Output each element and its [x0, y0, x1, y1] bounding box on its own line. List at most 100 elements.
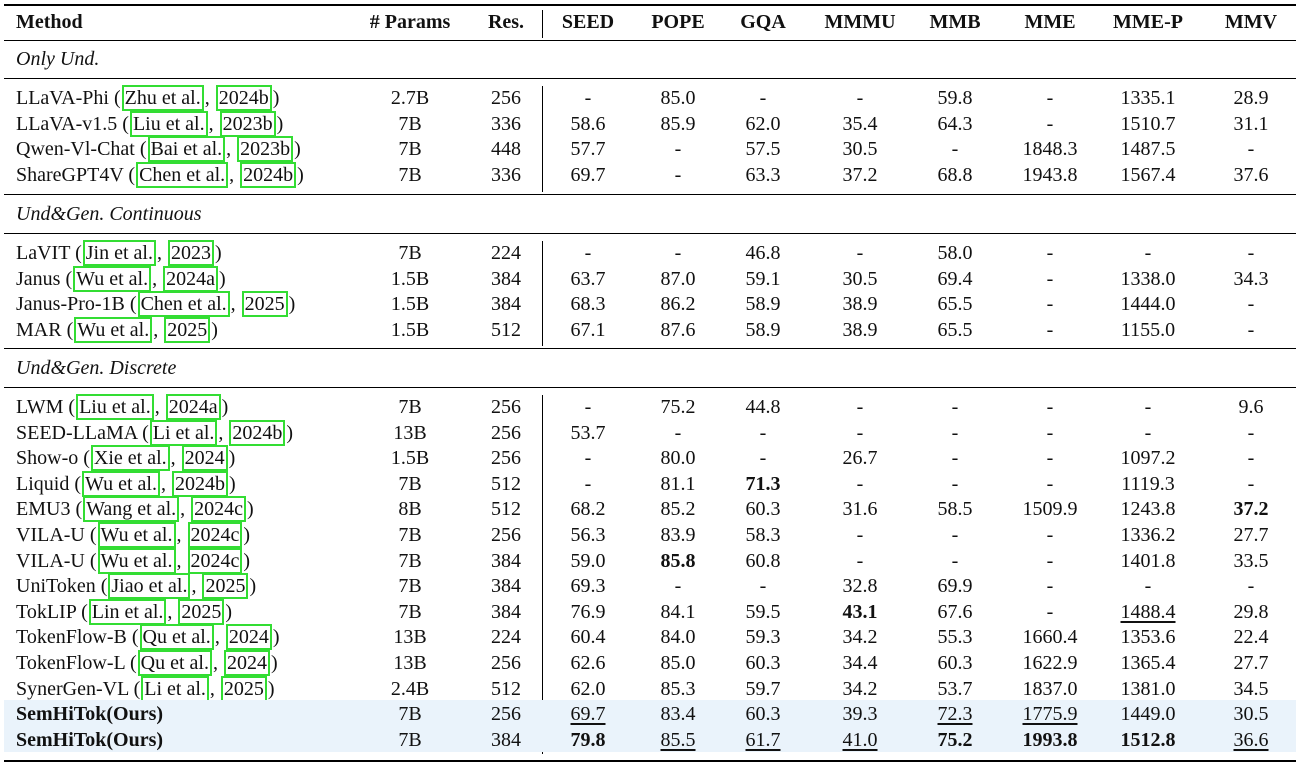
citation-authors[interactable]: Chen et al.	[136, 162, 229, 188]
citation-authors[interactable]: Lin et al.	[88, 599, 167, 625]
citation-year[interactable]: 2025	[178, 599, 225, 625]
res-cell: 384	[491, 293, 521, 315]
citation-year[interactable]: 2024a	[163, 266, 218, 292]
citation-year[interactable]: 2023b	[237, 136, 294, 162]
method-name: SemHiTok(Ours)	[16, 702, 163, 726]
citation-authors[interactable]: Wu et al.	[97, 522, 176, 548]
citation-year[interactable]: 2024b	[229, 420, 286, 446]
citation-authors[interactable]: Bai et al.	[147, 136, 226, 162]
score-cell-pope: 85.8	[660, 550, 696, 572]
score-cell-gqa: 62.0	[745, 113, 781, 135]
citation-year[interactable]: 2025	[220, 676, 267, 702]
method-name: VILA-U (Wu et al., 2024c)	[16, 548, 251, 574]
citation-year[interactable]: 2024c	[191, 496, 247, 522]
citation-year[interactable]: 2024	[223, 650, 270, 676]
citation-authors[interactable]: Wu et al.	[97, 548, 176, 574]
res-cell: 336	[491, 113, 521, 135]
res-cell: 384	[491, 550, 521, 572]
score-cell-mmb: -	[951, 422, 959, 444]
score-cell-mmmu: -	[856, 242, 864, 264]
citation-authors[interactable]: Liu et al.	[76, 394, 154, 420]
score-cell-seed: 76.9	[570, 601, 606, 623]
score-cell-seed: 62.6	[570, 652, 606, 674]
citation-authors[interactable]: Chen et al.	[137, 291, 230, 317]
citation-year[interactable]: 2025	[164, 317, 211, 343]
score-cell-seed: 68.2	[570, 498, 606, 520]
citation-authors[interactable]: Wu et al.	[82, 471, 160, 497]
method-name: Qwen-Vl-Chat (Bai et al., 2023b)	[16, 136, 301, 162]
score-cell-mme: 1848.3	[1022, 138, 1078, 160]
params-cell: 7B	[398, 113, 422, 135]
citation-year[interactable]: 2024	[181, 445, 228, 471]
method-name: Show-o (Xie et al., 2024)	[16, 445, 236, 471]
citation-authors[interactable]: Li et al.	[149, 420, 218, 446]
section-rule-1	[4, 78, 1296, 79]
score-cell-mmv: 37.6	[1233, 164, 1269, 186]
score-cell-gqa: 61.7	[745, 729, 781, 751]
score-cell-pope: 87.6	[660, 319, 696, 341]
params-cell: 7B	[398, 396, 422, 418]
score-cell-mmb: 59.8	[937, 87, 973, 109]
citation-authors[interactable]: Wu et al.	[74, 317, 153, 343]
res-cell: 512	[491, 319, 521, 341]
citation-authors[interactable]: Jiao et al.	[108, 573, 191, 599]
score-cell-mmv: -	[1247, 242, 1255, 264]
citation-year[interactable]: 2024b	[215, 85, 272, 111]
score-cell-mme-p: -	[1144, 575, 1152, 597]
citation-authors[interactable]: Liu et al.	[129, 111, 208, 137]
score-cell-mmmu: 30.5	[842, 138, 878, 160]
params-cell: 13B	[393, 626, 427, 648]
citation-year[interactable]: 2024b	[240, 162, 297, 188]
citation-authors[interactable]: Li et al.	[141, 676, 209, 702]
citation-authors[interactable]: Wu et al.	[73, 266, 152, 292]
citation-authors[interactable]: Wang et al.	[83, 496, 180, 522]
citation-authors[interactable]: Zhu et al.	[121, 85, 204, 111]
score-cell-mmmu: 43.1	[842, 601, 878, 623]
citation-year[interactable]: 2025	[202, 573, 249, 599]
method-name: TokenFlow-L (Qu et al., 2024)	[16, 650, 278, 676]
method-label: LaVIT	[16, 242, 71, 264]
header-seed: SEED	[561, 11, 615, 33]
score-cell-mmmu: -	[856, 396, 864, 418]
citation-year[interactable]: 2025	[241, 291, 288, 317]
method-label: SemHiTok(Ours)	[16, 703, 164, 725]
citation-year[interactable]: 2024c	[187, 548, 243, 574]
method-label: EMU3	[16, 498, 71, 520]
method-label: VILA-U	[16, 550, 85, 572]
params-cell: 2.7B	[390, 87, 430, 109]
score-cell-mmv: 27.7	[1233, 524, 1269, 546]
score-cell-mmmu: -	[856, 524, 864, 546]
header-gqa: GQA	[740, 11, 786, 33]
score-cell-mmb: 64.3	[937, 113, 973, 135]
score-cell-mmmu: 35.4	[842, 113, 878, 135]
ours-row-highlight	[4, 700, 1296, 726]
score-cell-mmb: 69.9	[937, 575, 973, 597]
citation-year[interactable]: 2024b	[171, 471, 228, 497]
score-cell-mme: -	[1046, 396, 1054, 418]
citation-year[interactable]: 2024a	[165, 394, 221, 420]
score-cell-gqa: 59.5	[745, 601, 781, 623]
method-name: SynerGen-VL (Li et al., 2025)	[16, 676, 275, 702]
score-cell-gqa: -	[759, 87, 767, 109]
citation-authors[interactable]: Qu et al.	[137, 650, 212, 676]
citation-authors[interactable]: Xie et al.	[90, 445, 170, 471]
citation-authors[interactable]: Jin et al.	[82, 240, 156, 266]
citation-year[interactable]: 2023b	[219, 111, 276, 137]
method-name: TokenFlow-B (Qu et al., 2024)	[16, 624, 280, 650]
method-label: TokenFlow-L	[16, 652, 125, 674]
params-cell: 7B	[398, 524, 422, 546]
citation-year[interactable]: 2024c	[187, 522, 243, 548]
score-cell-mme-p: 1510.7	[1120, 113, 1176, 135]
ours-row-highlight	[4, 726, 1296, 752]
citation-year[interactable]: 2023	[167, 240, 214, 266]
score-cell-mmv: -	[1247, 319, 1255, 341]
score-cell-mmmu: 31.6	[842, 498, 878, 520]
score-cell-pope: -	[674, 138, 682, 160]
params-cell: 7B	[398, 729, 422, 751]
score-cell-mme-p: 1401.8	[1120, 550, 1176, 572]
citation-year[interactable]: 2024	[225, 624, 272, 650]
score-cell-mme: -	[1046, 575, 1054, 597]
score-cell-mme: -	[1046, 113, 1054, 135]
citation-authors[interactable]: Qu et al.	[139, 624, 214, 650]
score-cell-mmv: -	[1247, 447, 1255, 469]
